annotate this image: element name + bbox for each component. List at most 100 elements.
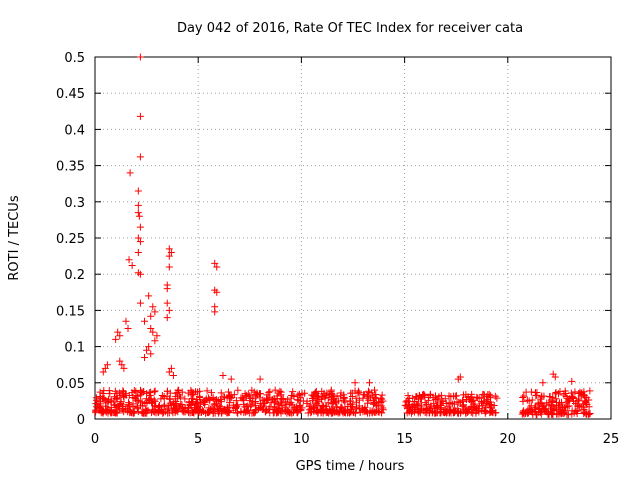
data-point-background bbox=[415, 392, 423, 400]
y-tick-label: 0.45 bbox=[56, 87, 85, 102]
data-point-background bbox=[421, 409, 429, 417]
data-point-background bbox=[185, 407, 193, 415]
data-point-background bbox=[225, 391, 233, 399]
data-point bbox=[134, 234, 142, 242]
data-point-background bbox=[100, 394, 108, 402]
data-point bbox=[169, 372, 177, 380]
x-tick-label: 25 bbox=[603, 432, 620, 447]
data-point-background bbox=[202, 395, 210, 403]
data-point-background bbox=[110, 398, 118, 406]
data-point-background bbox=[371, 386, 379, 394]
data-point-background bbox=[582, 398, 590, 406]
data-point-background bbox=[92, 408, 100, 416]
data-point-background bbox=[206, 408, 214, 416]
data-point-background bbox=[519, 397, 527, 405]
data-point-background bbox=[379, 397, 387, 405]
data-point-background bbox=[170, 404, 178, 412]
data-point-background bbox=[575, 403, 583, 411]
data-point-background bbox=[520, 407, 528, 415]
data-point-background bbox=[558, 409, 566, 417]
data-point-background bbox=[531, 404, 539, 412]
data-point bbox=[213, 263, 221, 271]
data-point-background bbox=[252, 392, 260, 400]
data-point-background bbox=[241, 390, 249, 398]
data-point-background bbox=[349, 408, 357, 416]
data-point-background bbox=[556, 408, 564, 416]
data-point bbox=[147, 312, 155, 320]
data-point-background bbox=[572, 407, 580, 415]
data-point-background bbox=[171, 409, 179, 417]
data-point bbox=[141, 353, 149, 361]
data-point-background bbox=[315, 398, 323, 406]
data-point-background bbox=[327, 405, 335, 413]
data-point-background bbox=[462, 391, 470, 399]
data-point bbox=[136, 53, 144, 61]
data-point-background bbox=[526, 406, 534, 414]
data-point-background bbox=[318, 401, 326, 409]
data-point-background bbox=[209, 409, 217, 417]
data-point-background bbox=[420, 391, 428, 399]
data-point-background bbox=[461, 407, 469, 415]
data-point-background bbox=[226, 399, 234, 407]
data-points bbox=[92, 53, 594, 419]
data-point-background bbox=[424, 397, 432, 405]
data-point-background bbox=[538, 403, 546, 411]
data-point-background bbox=[313, 394, 321, 402]
grid-lines bbox=[95, 57, 611, 419]
data-point bbox=[147, 350, 155, 358]
y-tick-label: 0.35 bbox=[56, 160, 85, 175]
data-point-background bbox=[138, 408, 146, 416]
data-point-background bbox=[125, 402, 133, 410]
data-point-background bbox=[552, 395, 560, 403]
data-point-background bbox=[143, 409, 151, 417]
data-point-background bbox=[332, 399, 340, 407]
data-point-background bbox=[157, 395, 165, 403]
data-point-background bbox=[250, 409, 258, 417]
data-point-background bbox=[447, 393, 455, 401]
data-point bbox=[211, 308, 219, 316]
data-point bbox=[167, 364, 175, 372]
data-point bbox=[134, 209, 142, 217]
y-tick-label: 0.5 bbox=[64, 51, 85, 66]
data-point-background bbox=[403, 404, 411, 412]
data-point bbox=[134, 187, 142, 195]
data-point-background bbox=[151, 387, 159, 395]
data-point-background bbox=[192, 400, 200, 408]
data-point-background bbox=[555, 390, 563, 398]
data-point-background bbox=[364, 399, 372, 407]
data-point-background bbox=[352, 394, 360, 402]
data-point-background bbox=[526, 407, 534, 415]
y-tick-label: 0.2 bbox=[64, 268, 85, 283]
data-point-background bbox=[307, 408, 315, 416]
data-point-background bbox=[192, 406, 200, 414]
data-point-background bbox=[230, 401, 238, 409]
data-point-background bbox=[242, 393, 250, 401]
data-point bbox=[163, 314, 171, 322]
data-point-background bbox=[289, 388, 297, 396]
data-point-background bbox=[490, 402, 498, 410]
data-point-background bbox=[473, 394, 481, 402]
data-point-background bbox=[493, 394, 501, 402]
data-point-background bbox=[241, 403, 249, 411]
data-point-background bbox=[129, 394, 137, 402]
data-point-background bbox=[197, 399, 205, 407]
data-point bbox=[163, 299, 171, 307]
data-point-background bbox=[475, 402, 483, 410]
data-point-background bbox=[116, 391, 124, 399]
data-point-background bbox=[580, 410, 588, 418]
data-point bbox=[136, 153, 144, 161]
data-point bbox=[163, 285, 171, 293]
data-point-background bbox=[546, 393, 554, 401]
data-point-background bbox=[181, 395, 189, 403]
data-point bbox=[151, 337, 159, 345]
data-point bbox=[141, 317, 149, 325]
data-point-background bbox=[341, 398, 349, 406]
data-point-background bbox=[303, 397, 311, 405]
data-point-background bbox=[130, 409, 138, 417]
data-point bbox=[227, 375, 235, 383]
data-point-background bbox=[549, 402, 557, 410]
data-point bbox=[151, 308, 159, 316]
data-point-background bbox=[304, 409, 312, 417]
data-point-background bbox=[217, 389, 225, 397]
